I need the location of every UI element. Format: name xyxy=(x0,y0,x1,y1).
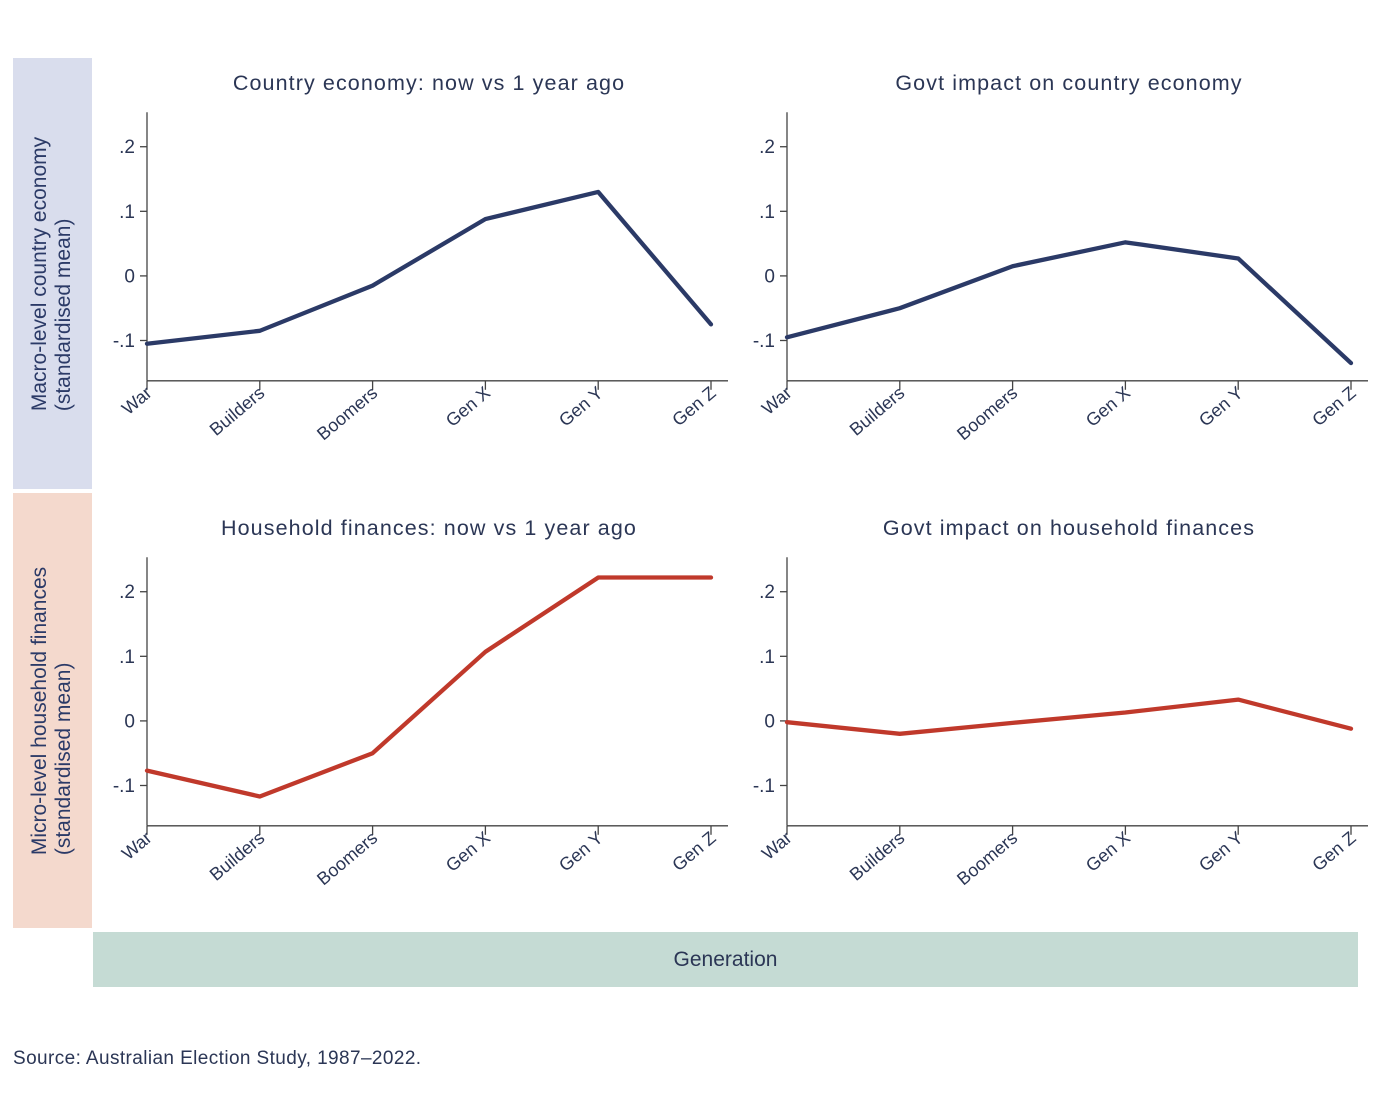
svg-text:Builders: Builders xyxy=(206,828,269,885)
svg-text:0: 0 xyxy=(124,266,135,287)
svg-text:.1: .1 xyxy=(759,647,775,668)
svg-text:Builders: Builders xyxy=(846,828,909,885)
svg-text:Govt impact on household finan: Govt impact on household finances xyxy=(883,516,1255,540)
svg-text:Govt impact on country economy: Govt impact on country economy xyxy=(895,71,1242,95)
svg-text:Boomers: Boomers xyxy=(953,383,1021,445)
svg-text:War: War xyxy=(758,828,796,864)
svg-text:War: War xyxy=(118,828,156,864)
svg-text:Boomers: Boomers xyxy=(953,828,1021,890)
svg-text:Gen Y: Gen Y xyxy=(555,828,607,876)
svg-text:War: War xyxy=(758,383,796,419)
svg-text:.2: .2 xyxy=(119,582,135,603)
svg-text:.1: .1 xyxy=(119,202,135,223)
svg-text:Gen Y: Gen Y xyxy=(1195,383,1247,431)
svg-text:Gen Z: Gen Z xyxy=(1308,828,1359,875)
svg-text:.2: .2 xyxy=(759,582,775,603)
svg-text:.1: .1 xyxy=(759,202,775,223)
svg-text:Gen X: Gen X xyxy=(1082,828,1134,876)
svg-text:Country economy: now vs 1 year: Country economy: now vs 1 year ago xyxy=(233,71,625,95)
svg-text:-.1: -.1 xyxy=(113,331,135,352)
svg-text:War: War xyxy=(118,383,156,419)
svg-text:Gen X: Gen X xyxy=(1082,383,1134,431)
svg-text:-.1: -.1 xyxy=(753,776,775,797)
svg-text:-.1: -.1 xyxy=(113,776,135,797)
svg-text:.2: .2 xyxy=(759,137,775,158)
svg-text:0: 0 xyxy=(764,711,775,732)
svg-text:-.1: -.1 xyxy=(753,331,775,352)
svg-text:Gen Y: Gen Y xyxy=(1195,828,1247,876)
svg-text:Builders: Builders xyxy=(846,383,909,440)
svg-text:Gen Y: Gen Y xyxy=(555,383,607,431)
svg-text:.1: .1 xyxy=(119,647,135,668)
svg-text:Gen X: Gen X xyxy=(442,383,494,431)
svg-text:Boomers: Boomers xyxy=(313,828,381,890)
svg-text:Boomers: Boomers xyxy=(313,383,381,445)
svg-text:Household finances: now vs 1 y: Household finances: now vs 1 year ago xyxy=(221,516,637,540)
svg-text:Gen Z: Gen Z xyxy=(1308,383,1359,430)
svg-text:Builders: Builders xyxy=(206,383,269,440)
svg-text:0: 0 xyxy=(764,266,775,287)
svg-text:Gen X: Gen X xyxy=(442,828,494,876)
svg-text:0: 0 xyxy=(124,711,135,732)
svg-text:.2: .2 xyxy=(119,137,135,158)
